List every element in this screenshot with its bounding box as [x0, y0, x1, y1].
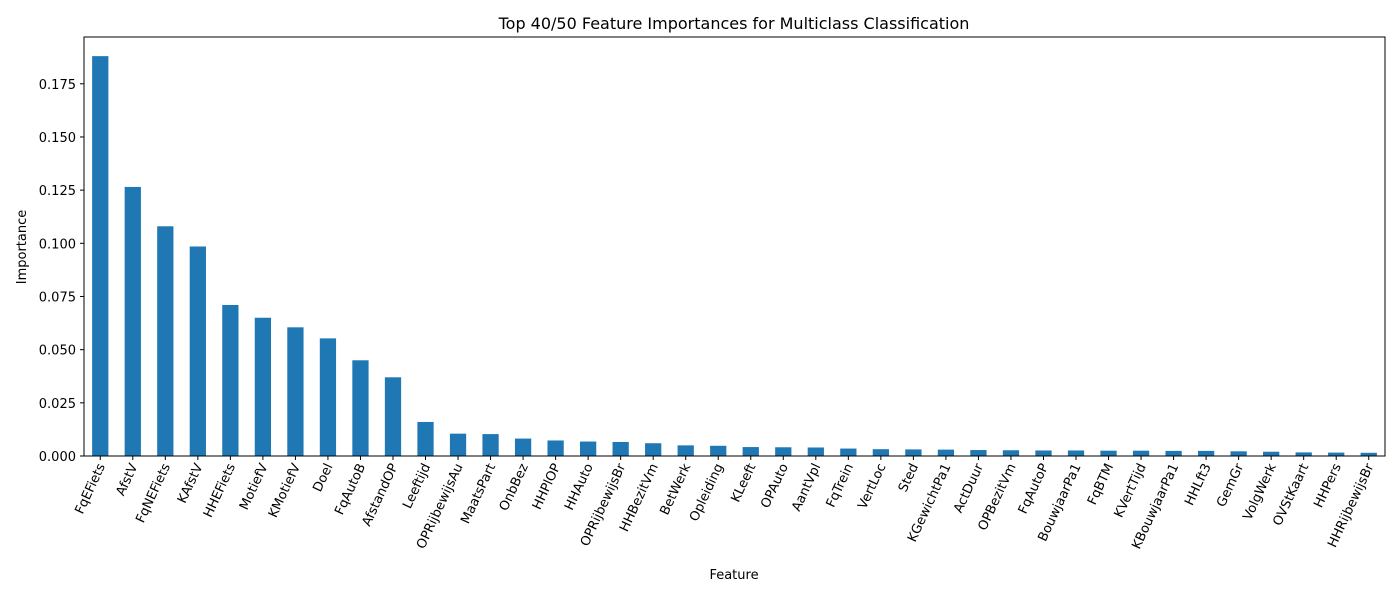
bar [1100, 450, 1117, 456]
bar [547, 440, 564, 456]
x-tick-label: HHPers [1311, 461, 1345, 510]
bar [612, 441, 629, 456]
x-tick-label: OPAuto [758, 461, 792, 510]
x-tick-label: ActDuur [951, 461, 987, 516]
x-tick-label: KLeeft [728, 461, 759, 504]
x-axis-label: Feature [709, 568, 758, 583]
x-tick-label: KAfstV [175, 461, 206, 506]
x-tick-label: HHAuto [562, 461, 597, 512]
bar [742, 447, 759, 456]
y-tick-label: 0.150 [39, 131, 76, 146]
plot-frame [83, 36, 1386, 457]
bar [1295, 452, 1312, 456]
x-tick-label: AfstV [114, 461, 142, 498]
y-tick-label: 0.175 [39, 78, 76, 93]
bar [775, 447, 792, 456]
bar [1230, 451, 1247, 456]
x-tick-label: FqBTM [1085, 461, 1117, 507]
x-tick-label: BetWerk [658, 461, 695, 518]
x-tick-label: HHEFiets [201, 461, 239, 520]
bar [482, 434, 499, 456]
bar [352, 360, 369, 456]
y-tick-label: 0.050 [39, 344, 76, 359]
chart-title: Top 40/50 Feature Importances for Multic… [498, 14, 970, 33]
bar [677, 445, 694, 456]
x-tick-label: VertLoc [855, 461, 889, 511]
x-tick-label: FqEFiets [72, 461, 108, 516]
bar [807, 447, 824, 456]
x-tick-label: OnbBez [497, 461, 532, 513]
x-tick-label: FqTrein [824, 461, 857, 510]
x-tick-label: KMotiefV [266, 461, 304, 520]
bar [905, 449, 922, 456]
x-tick-label: FqAutoB [332, 461, 369, 517]
bar [937, 449, 955, 456]
x-tick-label: AantVpl [789, 461, 824, 514]
y-tick-label: 0.125 [39, 184, 76, 199]
bar [254, 317, 272, 456]
x-tick-label: KVertTijd [1112, 461, 1150, 520]
bar [840, 448, 857, 456]
y-tick-label: 0.075 [39, 290, 76, 305]
x-tick-label: HHPlOP [530, 461, 564, 512]
bar [710, 445, 727, 456]
y-tick-label: 0.025 [39, 397, 76, 412]
bar [1067, 450, 1085, 456]
y-axis: 0.000 0.025 0.050 0.075 0.100 0.125 0.150 0.175 [39, 78, 84, 465]
x-tick-label: GemGr [1214, 461, 1247, 510]
bar [1165, 450, 1182, 456]
x-tick-label: Doel [310, 461, 336, 494]
bar [872, 449, 889, 456]
x-tick-label: FqAutoP [1016, 461, 1052, 516]
bar [1263, 451, 1280, 456]
x-tick-label: HHLft3 [1182, 461, 1214, 508]
bar [92, 56, 109, 457]
bar [1132, 450, 1150, 456]
bar [1360, 452, 1377, 456]
y-axis-label: Importance [15, 210, 30, 285]
bars-group [92, 56, 1377, 457]
bar [1197, 450, 1215, 456]
x-tick-label: MotiefV [237, 461, 271, 512]
bar [417, 421, 434, 456]
bar [319, 338, 337, 456]
bar [1002, 450, 1020, 456]
bar [1035, 450, 1052, 456]
x-tick-label: Opleiding [687, 461, 727, 524]
y-tick-label: 0.100 [39, 237, 76, 252]
bar [287, 327, 304, 456]
bar [124, 186, 141, 456]
bar [645, 443, 662, 456]
bar [157, 226, 174, 456]
bar [189, 246, 206, 456]
bar [1328, 452, 1345, 456]
bar [222, 304, 239, 456]
bar [384, 377, 402, 456]
x-tick-label: Leeftijd [400, 461, 434, 511]
bar [580, 441, 597, 456]
bar [449, 433, 467, 456]
x-tick-label: Sted [896, 461, 922, 494]
bar [514, 438, 532, 456]
bar [970, 450, 987, 456]
y-tick-label: 0.000 [39, 450, 76, 465]
